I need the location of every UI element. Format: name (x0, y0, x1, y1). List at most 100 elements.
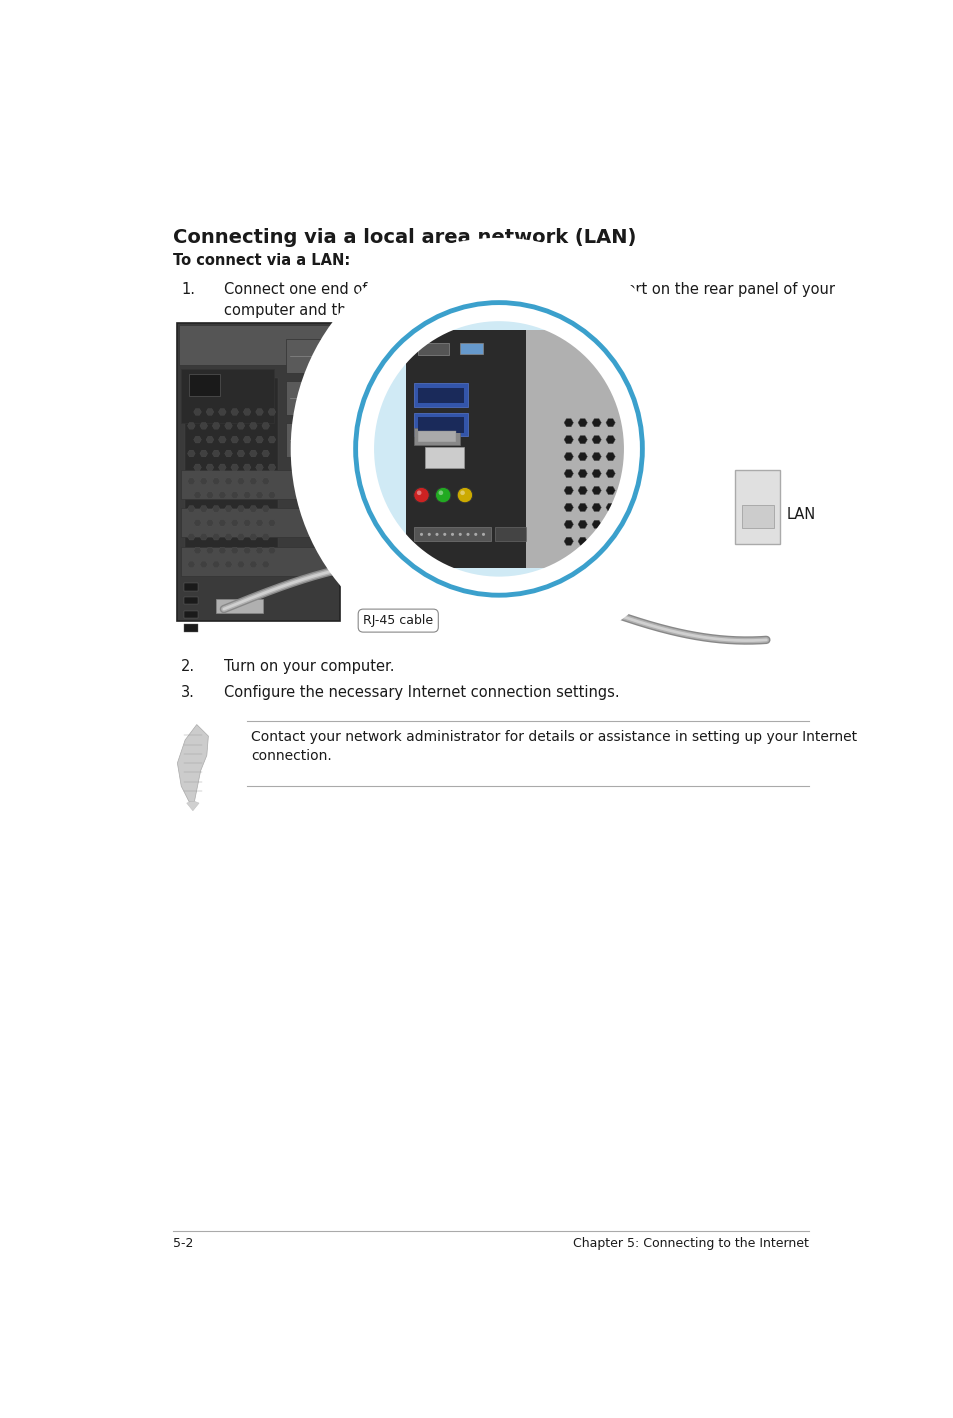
Polygon shape (324, 536, 410, 567)
Polygon shape (592, 486, 600, 495)
Text: To connect via a LAN:: To connect via a LAN: (173, 254, 351, 268)
Polygon shape (563, 520, 573, 529)
Polygon shape (605, 469, 615, 478)
Polygon shape (592, 452, 600, 461)
Polygon shape (249, 506, 257, 512)
Polygon shape (268, 519, 275, 526)
Polygon shape (236, 533, 245, 540)
Polygon shape (261, 423, 270, 430)
Polygon shape (224, 423, 233, 430)
FancyBboxPatch shape (525, 329, 634, 569)
Polygon shape (243, 547, 251, 554)
Polygon shape (249, 478, 257, 485)
Polygon shape (224, 562, 233, 567)
Polygon shape (187, 562, 195, 567)
Polygon shape (199, 450, 208, 457)
FancyBboxPatch shape (735, 471, 780, 543)
Circle shape (435, 533, 438, 536)
Polygon shape (218, 437, 226, 442)
Circle shape (443, 533, 446, 536)
Polygon shape (224, 506, 233, 512)
Polygon shape (255, 437, 263, 442)
Polygon shape (193, 464, 201, 471)
Polygon shape (563, 503, 573, 512)
Polygon shape (563, 537, 573, 546)
Circle shape (474, 533, 476, 536)
Polygon shape (218, 547, 226, 554)
FancyBboxPatch shape (286, 424, 371, 458)
FancyBboxPatch shape (740, 505, 773, 529)
Polygon shape (605, 503, 615, 512)
Polygon shape (236, 506, 245, 512)
Polygon shape (578, 520, 587, 529)
Text: Connecting via a local area network (LAN): Connecting via a local area network (LAN… (173, 228, 637, 247)
Polygon shape (261, 562, 270, 567)
Polygon shape (261, 478, 270, 485)
FancyBboxPatch shape (183, 583, 197, 590)
Text: 2.: 2. (181, 659, 195, 674)
Polygon shape (268, 464, 275, 471)
Polygon shape (236, 562, 245, 567)
Polygon shape (231, 492, 238, 498)
FancyBboxPatch shape (495, 527, 525, 542)
Polygon shape (199, 506, 208, 512)
Polygon shape (605, 452, 615, 461)
Polygon shape (255, 464, 263, 471)
Polygon shape (206, 408, 213, 415)
Circle shape (435, 488, 451, 503)
Polygon shape (605, 435, 615, 444)
Polygon shape (563, 452, 573, 461)
Polygon shape (212, 562, 220, 567)
Polygon shape (231, 464, 238, 471)
Polygon shape (255, 408, 263, 415)
Polygon shape (268, 437, 275, 442)
Polygon shape (255, 547, 263, 554)
Polygon shape (212, 450, 220, 457)
Polygon shape (236, 478, 245, 485)
Polygon shape (206, 464, 213, 471)
Circle shape (481, 533, 484, 536)
Text: 1.: 1. (181, 282, 195, 296)
Polygon shape (255, 519, 263, 526)
Circle shape (438, 491, 443, 495)
Polygon shape (592, 469, 600, 478)
FancyBboxPatch shape (417, 417, 464, 432)
Polygon shape (206, 492, 213, 498)
Circle shape (459, 491, 464, 495)
Polygon shape (231, 408, 238, 415)
Circle shape (414, 488, 429, 503)
Polygon shape (249, 562, 257, 567)
Polygon shape (177, 725, 208, 801)
Polygon shape (563, 435, 573, 444)
Polygon shape (605, 486, 615, 495)
Circle shape (419, 533, 422, 536)
FancyBboxPatch shape (286, 381, 371, 415)
FancyBboxPatch shape (417, 431, 456, 442)
FancyBboxPatch shape (414, 383, 468, 407)
FancyBboxPatch shape (185, 379, 278, 570)
Polygon shape (231, 519, 238, 526)
Polygon shape (563, 469, 573, 478)
FancyBboxPatch shape (181, 508, 335, 537)
Polygon shape (187, 450, 195, 457)
Polygon shape (578, 503, 587, 512)
Polygon shape (218, 464, 226, 471)
Ellipse shape (352, 299, 645, 598)
Polygon shape (255, 492, 263, 498)
Polygon shape (578, 452, 587, 461)
Polygon shape (243, 492, 251, 498)
FancyBboxPatch shape (183, 597, 197, 604)
Polygon shape (187, 801, 199, 811)
Polygon shape (193, 492, 201, 498)
FancyBboxPatch shape (181, 469, 335, 499)
Polygon shape (224, 533, 233, 540)
FancyBboxPatch shape (181, 369, 274, 423)
Text: 5-2: 5-2 (173, 1238, 193, 1251)
Polygon shape (236, 423, 245, 430)
Polygon shape (206, 519, 213, 526)
FancyBboxPatch shape (459, 343, 483, 354)
Polygon shape (193, 408, 201, 415)
FancyBboxPatch shape (179, 325, 338, 364)
FancyBboxPatch shape (425, 447, 464, 468)
Polygon shape (187, 506, 195, 512)
